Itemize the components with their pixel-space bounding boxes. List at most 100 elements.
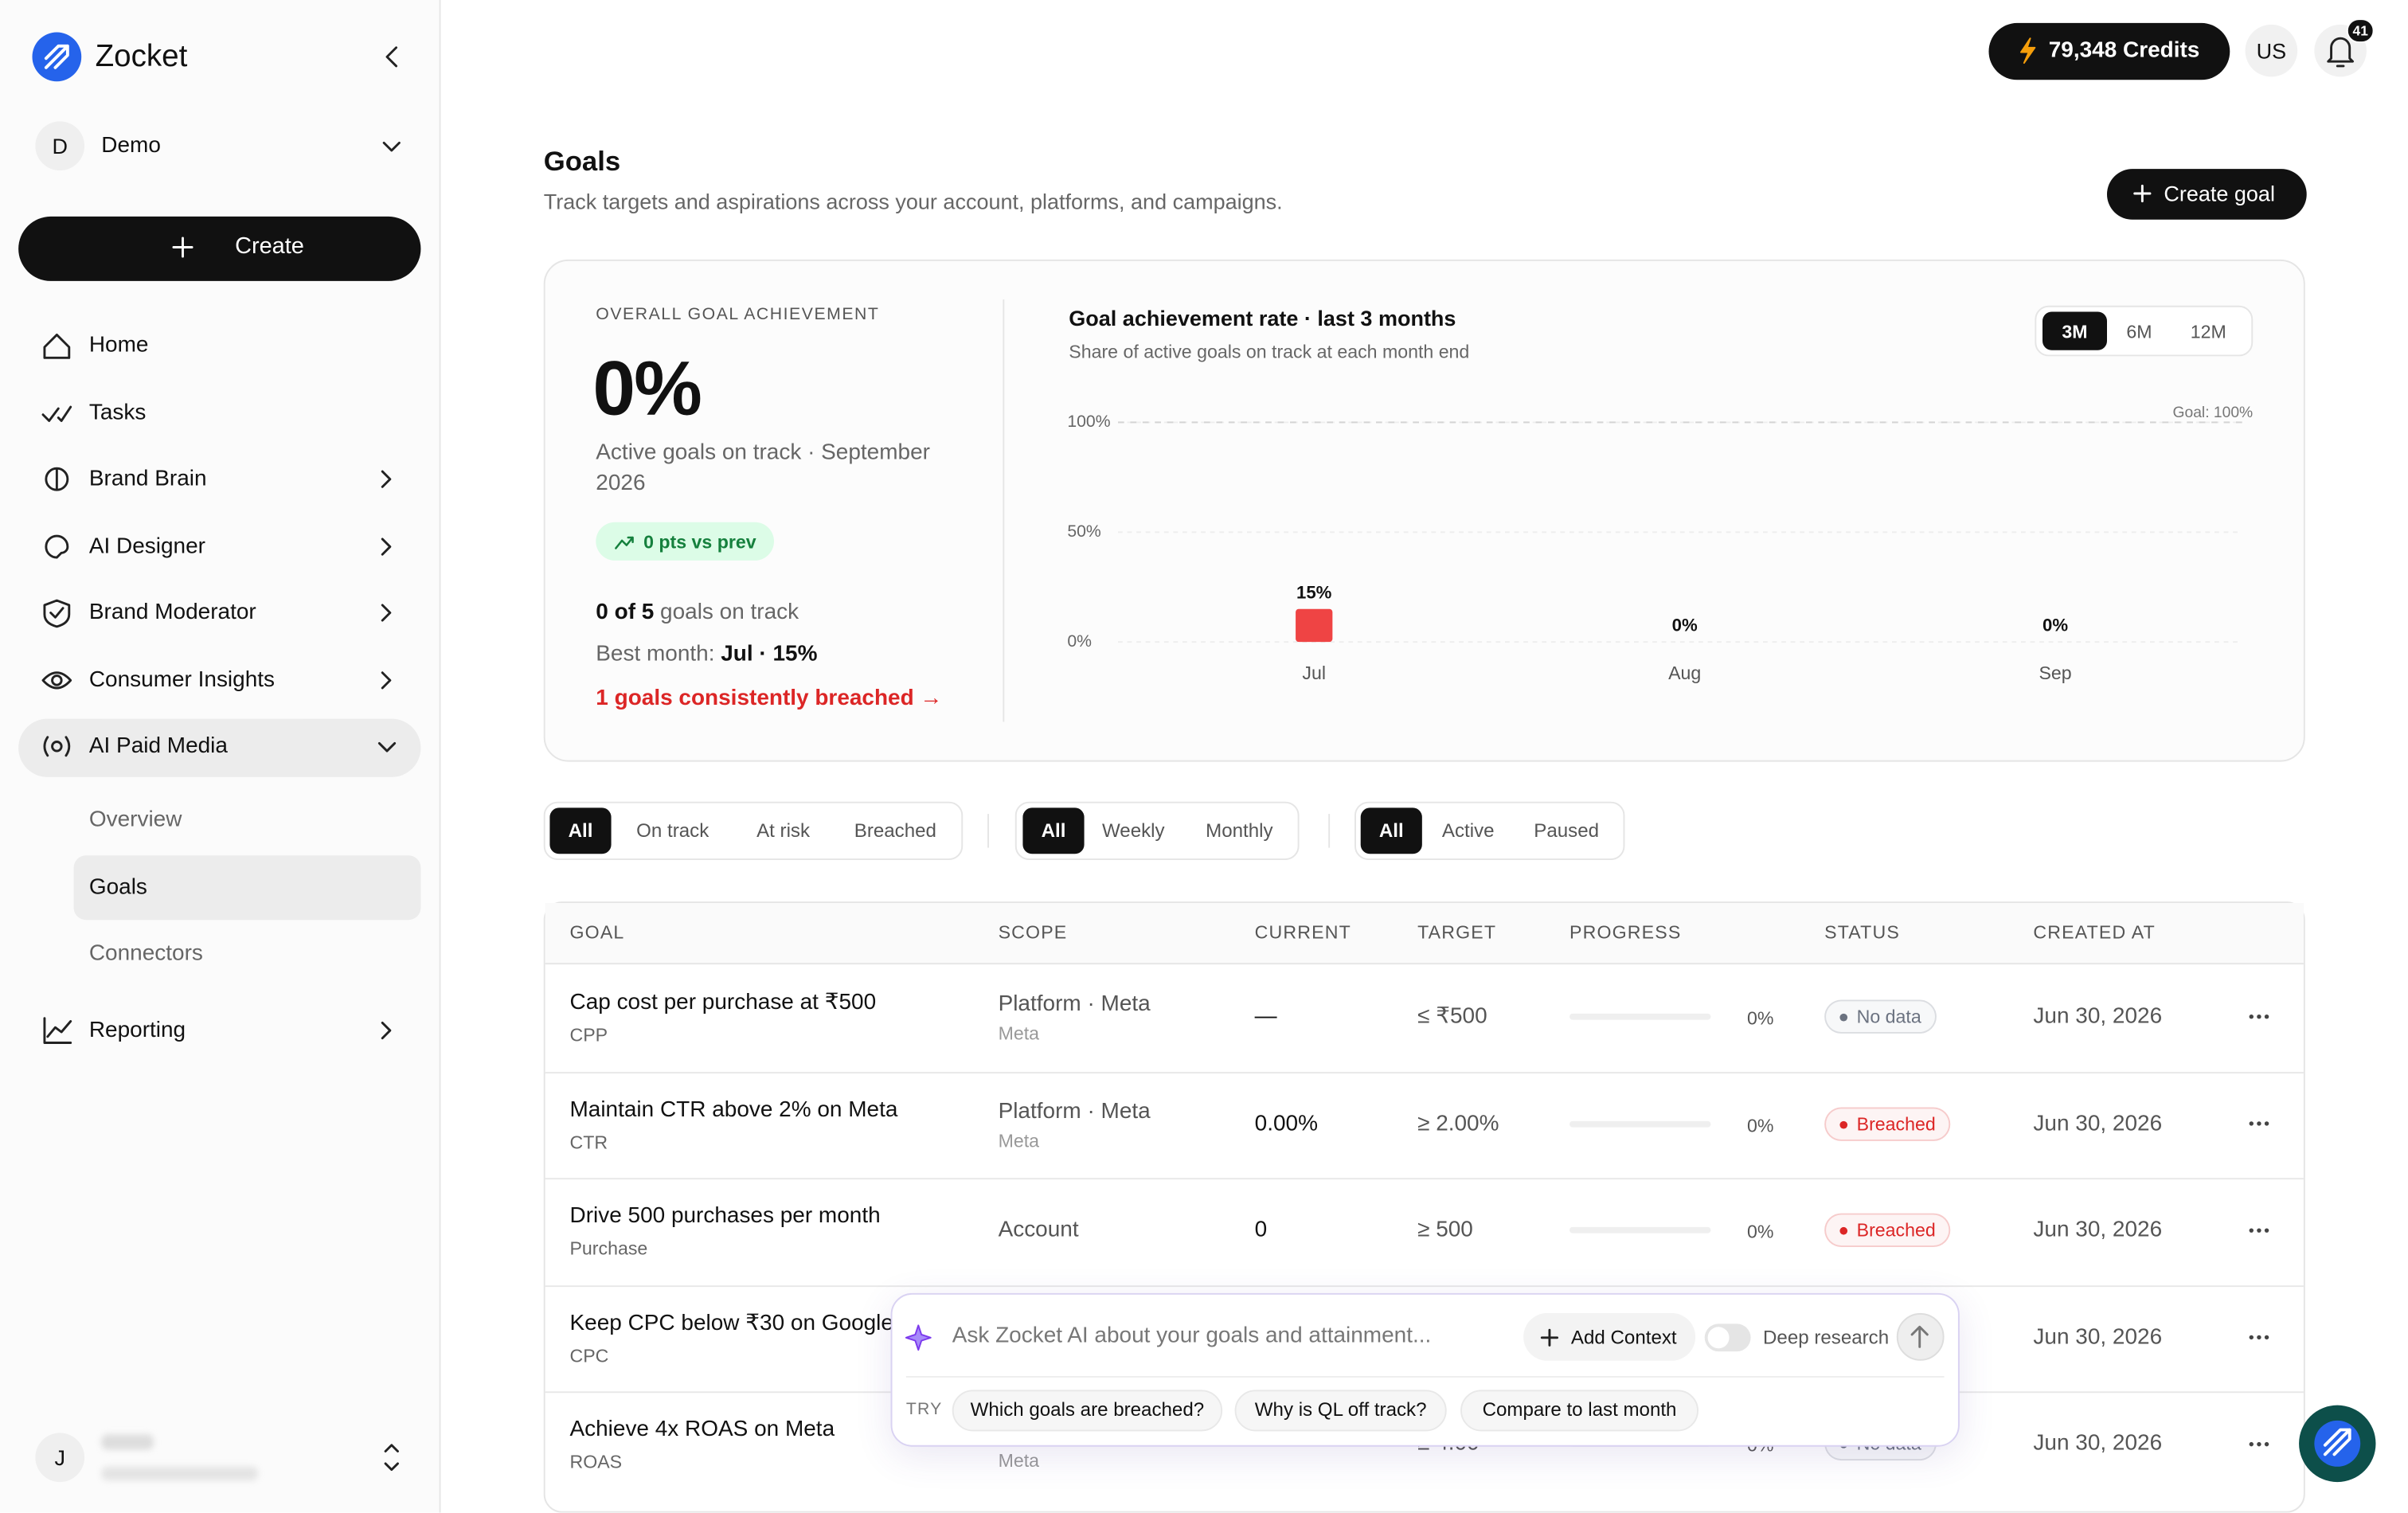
progress: 0% — [1747, 1221, 1774, 1243]
subnav-item[interactable]: Overview — [88, 807, 182, 833]
filter-chip[interactable]: All — [568, 819, 593, 842]
suggestion: Which goals are breached? — [970, 1398, 1205, 1421]
row-divider — [545, 1178, 2304, 1180]
best-month-value: Jul · 15% — [721, 642, 818, 667]
goal-metric: CPC — [569, 1345, 609, 1367]
nav-item[interactable]: AI Paid Media — [88, 733, 228, 759]
filter-active — [1360, 807, 1422, 854]
filter-chip[interactable]: Monthly — [1206, 819, 1273, 842]
status-dot — [1839, 1120, 1848, 1128]
goal-name: Cap cost per purchase at ₹500 — [569, 990, 877, 1015]
goal-metric: ROAS — [569, 1452, 623, 1474]
suggestion-chip[interactable] — [952, 1390, 1223, 1432]
summary-card — [543, 259, 2305, 762]
filter-separator — [1328, 814, 1331, 848]
filter-chip[interactable]: Paused — [1534, 819, 1600, 842]
page-subtitle: Track targets and aspirations across you… — [543, 189, 1283, 214]
column-header: CURRENT — [1254, 921, 1351, 944]
nav-item[interactable]: Consumer Insights — [88, 667, 276, 693]
range-option[interactable]: 6M — [2126, 321, 2152, 343]
workspace-name[interactable]: Demo — [101, 133, 161, 158]
nav-item[interactable]: Home — [88, 333, 149, 358]
filter-chip[interactable]: All — [1041, 819, 1066, 842]
logo — [32, 32, 82, 82]
subnav-item[interactable]: Goals — [88, 875, 147, 901]
goals-table — [543, 901, 2305, 1513]
nav-item[interactable]: Brand Brain — [88, 467, 207, 492]
status-pill: Breached — [1824, 1213, 1952, 1248]
status-dot — [1839, 1227, 1848, 1235]
breached-link[interactable]: 1 goals consistently breached → — [596, 686, 943, 711]
nav-active-bg — [18, 718, 421, 777]
created-at: Jun 30, 2026 — [2033, 1324, 2163, 1350]
add-context: Add Context — [1570, 1327, 1677, 1349]
status-pill: No data — [1824, 999, 1937, 1034]
row-menu[interactable] — [2244, 1004, 2275, 1029]
help-fab-inner — [2314, 1420, 2361, 1467]
row-menu[interactable] — [2244, 1432, 2275, 1456]
user-name-blurred — [101, 1434, 154, 1450]
suggestion-chip[interactable] — [1234, 1390, 1447, 1432]
try-label: TRY — [905, 1400, 943, 1419]
progress-track — [1569, 1227, 1711, 1234]
send-button[interactable] — [1896, 1312, 1945, 1361]
brand-name: Zocket — [95, 40, 188, 74]
on-track-count: 0 of 5 — [596, 600, 655, 625]
assistant-input[interactable]: Ask Zocket AI about your goals and attai… — [952, 1323, 1432, 1349]
row-menu[interactable] — [2244, 1112, 2275, 1136]
scope-detail: Meta — [998, 1022, 1040, 1045]
on-track-text: goals on track — [660, 600, 799, 625]
filter-chip[interactable]: Weekly — [1101, 819, 1165, 842]
column-header: STATUS — [1824, 921, 1900, 944]
goal-name: Maintain CTR above 2% on Meta — [569, 1097, 898, 1123]
created-at: Jun 30, 2026 — [2033, 1111, 2163, 1136]
workspace-initial: D — [52, 133, 68, 158]
current: 0.00% — [1254, 1111, 1318, 1136]
filter-chip[interactable]: Breached — [854, 819, 936, 842]
user-email-blurred — [101, 1466, 258, 1481]
column-header: PROGRESS — [1569, 921, 1682, 944]
nav-item[interactable]: Brand Moderator — [88, 600, 256, 625]
user-initial: J — [54, 1445, 65, 1470]
row-menu[interactable] — [2244, 1325, 2275, 1350]
chart-subtitle: Share of active goals on track at each m… — [1069, 341, 1470, 363]
nav-item[interactable]: Tasks — [88, 401, 147, 426]
create-button[interactable] — [18, 216, 421, 281]
scope: Platform · Meta — [998, 991, 1151, 1017]
column-header: CREATED AT — [2033, 921, 2156, 944]
page-title: Goals — [543, 146, 621, 177]
filter-chip[interactable]: All — [1378, 819, 1404, 842]
best-month: Best month: Jul · 15% — [596, 639, 817, 670]
assistant-divider — [905, 1375, 1945, 1378]
filter-active — [549, 807, 612, 854]
locale-button[interactable] — [2245, 24, 2298, 77]
collapse-button[interactable] — [373, 38, 410, 75]
goal-metric: CTR — [569, 1131, 608, 1153]
subnav-item[interactable]: Connectors — [88, 941, 203, 967]
created-at: Jun 30, 2026 — [2033, 1432, 2163, 1457]
suggestion: Why is QL off track? — [1254, 1398, 1427, 1421]
summary-caption: Active goals on track · September 2026 — [596, 440, 930, 496]
deep-research: Deep research — [1762, 1327, 1890, 1349]
filter-chip[interactable]: Active — [1441, 819, 1495, 842]
suggestion-chip[interactable] — [1460, 1390, 1698, 1432]
toggle-knob — [1707, 1327, 1730, 1349]
range-option[interactable]: 12M — [2190, 321, 2226, 343]
filter-separator — [987, 814, 989, 848]
row-menu[interactable] — [2244, 1218, 2275, 1243]
filter-chip[interactable]: On track — [636, 819, 710, 842]
summary-value: 0% — [592, 345, 702, 432]
created-at: Jun 30, 2026 — [2033, 1004, 2163, 1030]
filter-chip[interactable]: At risk — [756, 819, 811, 842]
delta: 0 pts vs prev — [643, 531, 756, 553]
goal-metric: CPP — [569, 1024, 608, 1046]
nav-item[interactable]: Reporting — [88, 1018, 186, 1043]
create-goal-label: Create goal — [2164, 181, 2275, 206]
target: ≥ 500 — [1417, 1218, 1473, 1243]
best-month-label: Best month: — [596, 642, 715, 667]
locale: US — [2256, 38, 2287, 64]
nav-item[interactable]: AI Designer — [88, 534, 205, 559]
range-option[interactable]: 3M — [2062, 321, 2088, 343]
